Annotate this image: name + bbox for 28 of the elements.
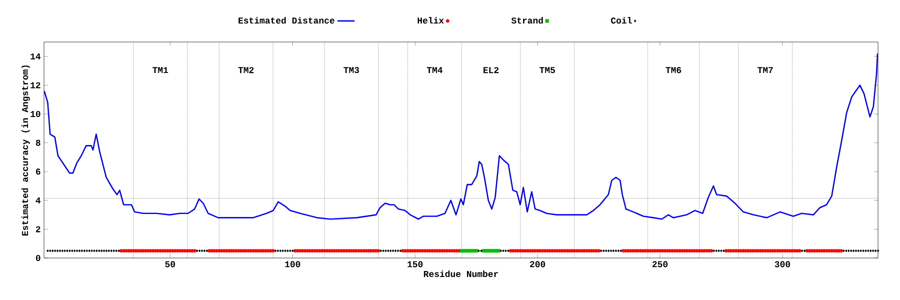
- ref-line-label: TM5: [540, 67, 555, 74]
- ref-line-label: TM1: [152, 67, 168, 74]
- legend-label: Helix: [418, 17, 444, 24]
- y-tick-label: 8: [36, 140, 40, 146]
- y-tick-label: 4: [36, 197, 41, 204]
- ref-line-label: EL2: [484, 67, 499, 74]
- y-tick-label: 0: [36, 254, 40, 262]
- legend-label: Coil: [611, 17, 632, 24]
- x-tick-label: 250: [652, 261, 668, 268]
- ref-line-label: TM2: [238, 67, 254, 74]
- y-tick-label: 6: [36, 168, 40, 175]
- y-axis-title: Estimated accuracy (in Angstrom): [21, 65, 30, 236]
- y-tick-label: 2: [36, 226, 40, 232]
- ref-line-label: TM7: [758, 67, 773, 74]
- x-tick-label: 50: [165, 261, 176, 268]
- x-tick-label: 100: [285, 261, 300, 268]
- x-tick-label: 150: [408, 261, 423, 268]
- x-axis-title: Residue Number: [424, 270, 498, 278]
- y-tick-label: 14: [30, 53, 41, 60]
- legend-label: Strand: [511, 17, 543, 24]
- y-tick-label: 12: [30, 82, 40, 88]
- legend-label: Estimated Distance: [238, 17, 334, 24]
- x-tick-label: 200: [530, 261, 546, 268]
- x-tick-label: 300: [774, 261, 790, 268]
- ref-line-label: TM3: [344, 67, 360, 74]
- ref-line-label: TM4: [426, 67, 442, 74]
- y-tick-label: 10: [30, 110, 40, 118]
- ref-line-label: TM6: [666, 67, 682, 74]
